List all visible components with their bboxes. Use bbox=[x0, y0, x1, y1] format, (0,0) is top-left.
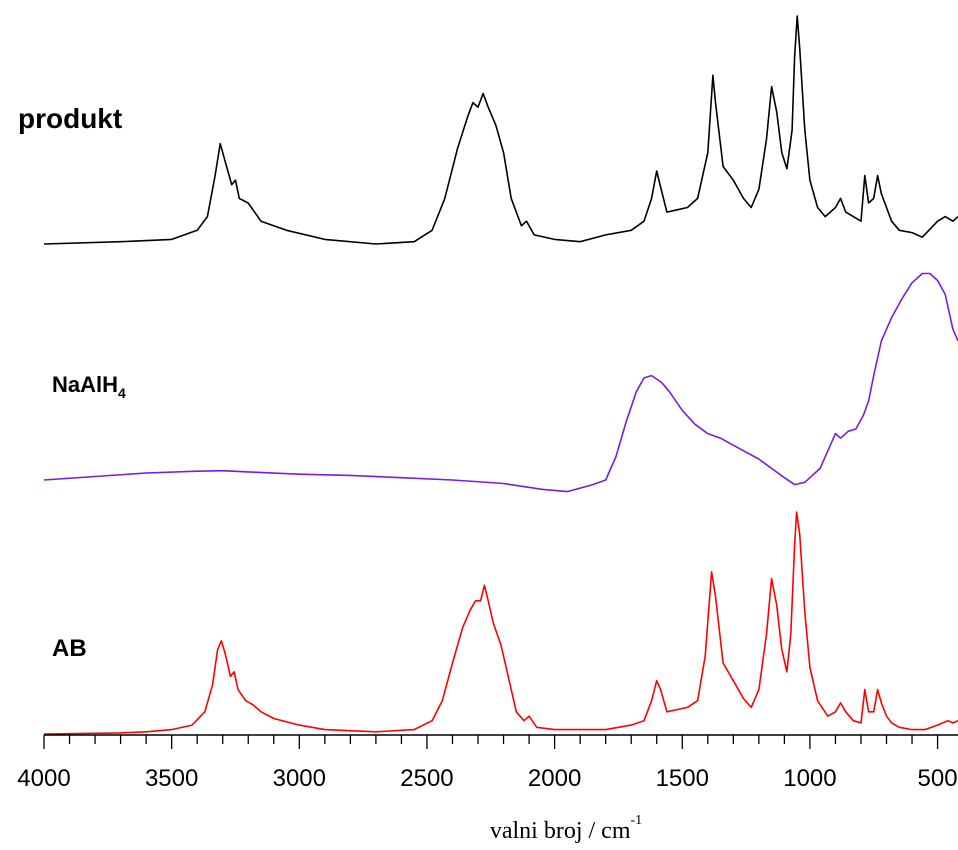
x-tick-label: 2500 bbox=[400, 765, 453, 792]
series-layer bbox=[43, 15, 958, 735]
series-line-ab bbox=[43, 511, 958, 735]
series-line-naalh4 bbox=[43, 272, 958, 493]
x-tick-label: 1500 bbox=[656, 765, 709, 792]
x-tick-label: 4000 bbox=[17, 765, 70, 792]
series-label-subscript: 4 bbox=[118, 385, 126, 401]
x-tick-label: 1000 bbox=[783, 765, 836, 792]
series-label-naalh4: NaAlH4 bbox=[52, 372, 126, 401]
series-label-produkt: produkt bbox=[18, 103, 122, 134]
series-label-main: NaAlH bbox=[52, 372, 118, 397]
series-label-ab: AB bbox=[52, 635, 87, 662]
series-label-main: AB bbox=[52, 635, 87, 662]
x-axis: 4000 3500 3000 2500 2000 1500 1000 500 bbox=[17, 734, 958, 792]
x-tick-label: 500 bbox=[918, 765, 958, 792]
x-tick-label: 3500 bbox=[145, 765, 198, 792]
series-line-produkt bbox=[43, 15, 958, 245]
x-axis-title: valni broj / cm-1 bbox=[490, 813, 642, 844]
labels-layer: produkt NaAlH4 AB bbox=[18, 103, 126, 662]
x-tick-label: 3000 bbox=[273, 765, 326, 792]
x-tick-label: 2000 bbox=[528, 765, 581, 792]
series-label-main: produkt bbox=[18, 103, 122, 134]
